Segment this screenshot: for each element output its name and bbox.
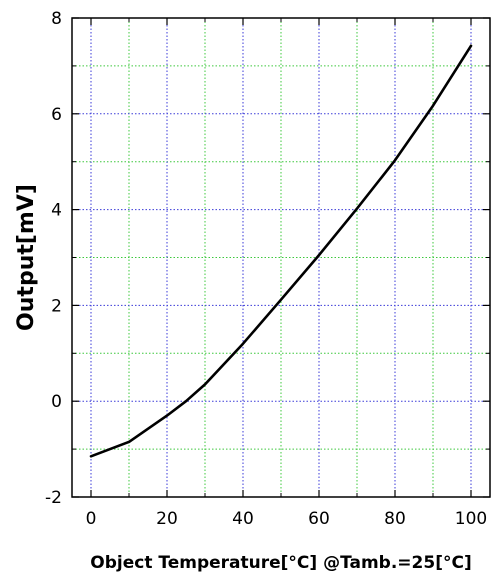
x-tick-label: 80 (384, 509, 406, 529)
series-line (89, 44, 473, 458)
x-tick-label: 60 (308, 509, 330, 529)
x-tick-label: 100 (455, 509, 487, 529)
x-tick-label: 20 (156, 509, 178, 529)
ticks: 0 20 40 60 80 100 -2 0 2 4 6 8 (45, 9, 490, 529)
y-tick-label: 4 (51, 201, 62, 221)
x-tick-label: 40 (232, 509, 254, 529)
y-tick-label: 0 (51, 392, 62, 412)
y-tick-label: 6 (51, 105, 62, 125)
y-axis-title: Output[mV] (14, 184, 39, 331)
y-tick-label: -2 (45, 488, 62, 508)
y-tick-label: 8 (51, 9, 62, 29)
series-layer (89, 44, 473, 458)
x-tick-label: 0 (86, 509, 97, 529)
x-axis-title: Object Temperature[°C] @Tamb.=25[°C] (90, 553, 471, 573)
y-tick-label: 2 (51, 296, 62, 316)
grid (72, 17, 490, 498)
